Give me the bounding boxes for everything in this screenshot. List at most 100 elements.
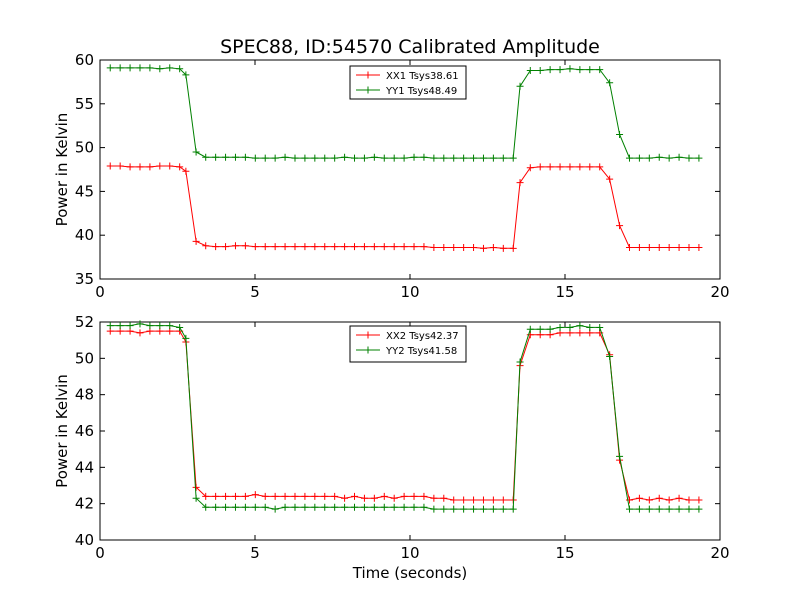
data-point	[212, 153, 220, 161]
data-point	[489, 505, 497, 513]
data-point	[489, 243, 497, 251]
data-point	[202, 242, 210, 250]
data-point	[311, 154, 319, 162]
data-point	[410, 153, 418, 161]
data-point	[360, 494, 368, 502]
data-point	[526, 325, 534, 333]
data-point	[420, 153, 428, 161]
x-axis-label: Time (seconds)	[352, 564, 468, 582]
data-point	[341, 153, 349, 161]
data-point	[146, 163, 154, 171]
data-point	[261, 492, 269, 500]
data-point	[645, 243, 653, 251]
data-point	[576, 322, 584, 330]
data-point	[291, 503, 299, 511]
data-point	[311, 243, 319, 251]
data-point	[176, 163, 184, 171]
data-point	[301, 492, 309, 500]
data-point	[291, 154, 299, 162]
y-tick-label: 40	[75, 531, 94, 549]
data-point	[400, 503, 408, 511]
data-point	[400, 492, 408, 500]
data-point	[645, 496, 653, 504]
data-point	[625, 496, 633, 504]
y-tick-label: 50	[75, 349, 94, 367]
data-point	[331, 492, 339, 500]
data-point	[291, 243, 299, 251]
data-point	[311, 492, 319, 500]
data-point	[116, 162, 124, 170]
data-point	[635, 154, 643, 162]
data-point	[192, 483, 200, 491]
chart-title: SPEC88, ID:54570 Calibrated Amplitude	[220, 36, 600, 58]
legend: XX1 Tsys38.61 YY1 Tsys48.49	[349, 65, 467, 100]
data-point	[546, 325, 554, 333]
data-point	[370, 503, 378, 511]
data-point	[675, 505, 683, 513]
data-point	[222, 503, 230, 511]
x-tick-label: 15	[555, 544, 574, 562]
data-point	[390, 243, 398, 251]
data-point	[202, 153, 210, 161]
data-point	[146, 322, 154, 330]
data-point	[440, 154, 448, 162]
x-tick-label: 0	[95, 544, 105, 562]
data-point	[430, 154, 438, 162]
data-point	[192, 494, 200, 502]
y-tick-label: 44	[75, 458, 94, 476]
legend: XX2 Tsys42.37 YY2 Tsys41.58	[349, 325, 467, 363]
data-point	[341, 243, 349, 251]
data-point	[606, 79, 614, 87]
data-point	[136, 329, 144, 337]
data-point	[566, 65, 574, 73]
data-point	[271, 505, 279, 513]
data-point	[231, 492, 239, 500]
data-point	[222, 153, 230, 161]
data-point	[331, 503, 339, 511]
data-point	[212, 492, 220, 500]
data-point	[410, 503, 418, 511]
data-point	[566, 323, 574, 331]
data-point	[499, 154, 507, 162]
data-point	[321, 243, 329, 251]
data-point	[370, 243, 378, 251]
data-point	[576, 329, 584, 337]
x-tick-label: 10	[400, 544, 419, 562]
data-point	[625, 505, 633, 513]
data-point	[360, 243, 368, 251]
data-point	[370, 494, 378, 502]
data-point	[410, 492, 418, 500]
data-point	[655, 494, 663, 502]
x-tick-label: 10	[400, 283, 419, 301]
data-point	[281, 503, 289, 511]
data-point	[271, 243, 279, 251]
data-point	[351, 492, 359, 500]
y-tick-label: 46	[75, 422, 94, 440]
data-point	[479, 505, 487, 513]
data-point	[311, 503, 319, 511]
data-point	[106, 322, 114, 330]
data-point	[440, 505, 448, 513]
data-point	[400, 154, 408, 162]
data-point	[331, 243, 339, 251]
data-point	[516, 358, 524, 366]
data-point	[380, 243, 388, 251]
data-point	[166, 322, 174, 330]
data-point	[526, 67, 534, 75]
data-point	[251, 491, 259, 499]
data-point	[470, 243, 478, 251]
data-point	[212, 243, 220, 251]
y-tick-label: 48	[75, 386, 94, 404]
data-point	[166, 162, 174, 170]
data-point	[182, 167, 190, 175]
y-axis-label: Power in Kelvin	[53, 374, 71, 488]
y-tick-label: 50	[75, 139, 94, 157]
data-point	[499, 496, 507, 504]
data-point	[685, 243, 693, 251]
data-point	[192, 148, 200, 156]
data-point	[156, 65, 164, 73]
data-point	[202, 503, 210, 511]
data-point	[635, 243, 643, 251]
data-point	[156, 322, 164, 330]
data-point	[301, 243, 309, 251]
